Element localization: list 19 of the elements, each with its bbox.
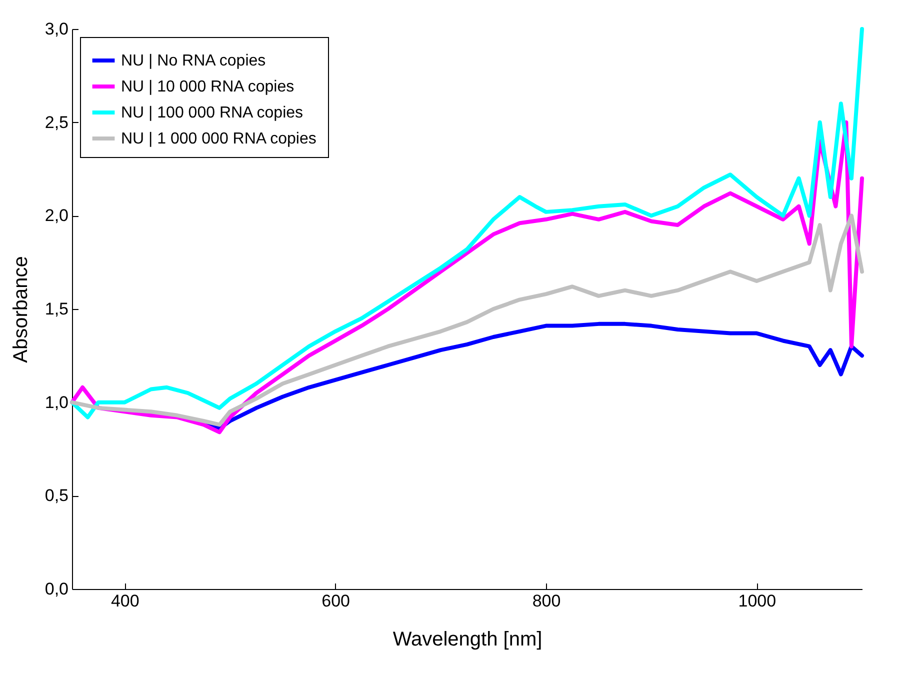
y-axis-title: Absorbance bbox=[10, 256, 32, 363]
y-tick-label: 2,5 bbox=[44, 112, 68, 132]
y-tick-label: 3,0 bbox=[44, 20, 68, 38]
y-tick-label: 2,0 bbox=[44, 206, 68, 226]
legend-label: NU | 100 000 RNA copies bbox=[121, 104, 304, 122]
legend-label: NU | 10 000 RNA copies bbox=[121, 78, 294, 96]
x-tick-label: 400 bbox=[110, 592, 140, 610]
y-tick-label: 0,5 bbox=[44, 486, 68, 506]
x-axis-title: Wavelength [nm] bbox=[392, 628, 542, 650]
line-series bbox=[70, 214, 864, 427]
y-tick-label: 1,0 bbox=[44, 392, 68, 412]
x-tick-label: 600 bbox=[322, 592, 350, 610]
legend-label: NU | No RNA copies bbox=[121, 52, 266, 70]
y-tick-label: 0,0 bbox=[44, 580, 68, 598]
x-tick-label: 1000 bbox=[738, 592, 776, 610]
line-series bbox=[70, 27, 864, 420]
x-tick-label: 800 bbox=[532, 592, 561, 610]
y-tick-label: 1,5 bbox=[44, 300, 68, 318]
legend-label: NU | 1 000 000 RNA copies bbox=[121, 130, 316, 148]
